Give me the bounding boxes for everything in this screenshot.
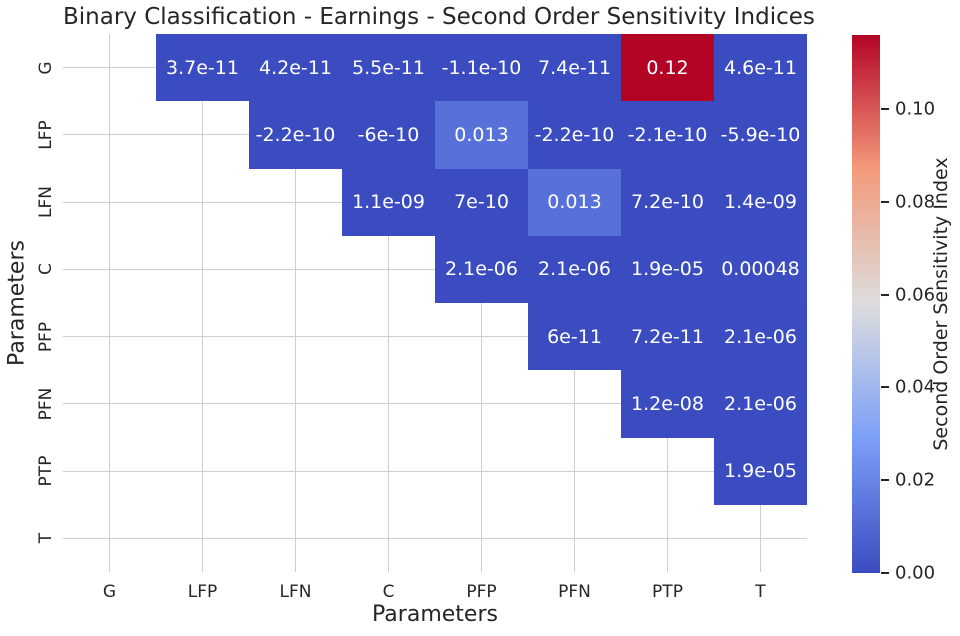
x-tick-label: LFN: [279, 582, 312, 602]
cell-annotation: 2.1e-06: [445, 258, 518, 281]
cell-annotation: 7e-10: [454, 191, 509, 214]
gridline-vertical: [202, 34, 203, 572]
x-tick-label: PFN: [558, 582, 591, 602]
x-tick-label: T: [755, 582, 766, 602]
colorbar-tick-mark: [881, 200, 889, 203]
colorbar-tick-label: 0.00: [895, 562, 936, 584]
y-tick-label: PFN: [36, 387, 56, 421]
cell-annotation: -6e-10: [357, 123, 420, 146]
gridline-horizontal: [63, 403, 807, 405]
heatmap-cell: -2.2e-10: [249, 101, 342, 169]
cell-annotation: 7.2e-11: [631, 325, 704, 348]
heatmap-cell: -1.1e-10: [435, 34, 528, 102]
cell-annotation: 1.4e-09: [724, 191, 797, 214]
heatmap-cell: 1.4e-09: [714, 168, 807, 236]
colorbar-gradient: [852, 35, 880, 573]
gridline-vertical: [388, 34, 389, 572]
cell-annotation: 1.9e-05: [724, 460, 797, 483]
heatmap-plot-area: 3.7e-11 4.2e-11 5.5e-11 -1.1e-10 7.4e-11 0.12…: [63, 34, 807, 572]
heatmap-cell: 6e-11: [528, 303, 621, 371]
cell-annotation: 1.1e-09: [352, 191, 425, 214]
heatmap-cell: 2.1e-06: [714, 370, 807, 438]
heatmap-cell: 1.1e-09: [342, 168, 435, 236]
y-tick-label: G: [36, 61, 56, 75]
cell-annotation: 0.013: [454, 123, 509, 146]
gridline-vertical: [295, 34, 296, 572]
heatmap-cell: 4.2e-11: [249, 34, 342, 102]
cell-annotation: 7.2e-10: [631, 191, 704, 214]
x-tick-label: PTP: [652, 582, 683, 602]
heatmap-cell: 7.2e-10: [621, 168, 714, 236]
y-tick-label: LFN: [36, 186, 56, 219]
y-tick-label: LFP: [36, 120, 56, 150]
cell-annotation: -5.9e-10: [720, 123, 801, 146]
x-tick-label: C: [382, 582, 395, 602]
gridline-horizontal: [63, 336, 807, 338]
heatmap-cell: 4.6e-11: [714, 34, 807, 102]
y-axis-label: Parameters: [4, 240, 30, 366]
x-tick-label: PFP: [466, 582, 497, 602]
cell-annotation: 2.1e-06: [538, 258, 611, 281]
chart-title: Binary Classification - Earnings - Secon…: [63, 4, 815, 30]
x-tick-label: LFP: [187, 582, 218, 602]
heatmap-cell: 7.4e-11: [528, 34, 621, 102]
cell-annotation: 4.6e-11: [724, 56, 797, 79]
y-tick-label: PTP: [36, 455, 56, 487]
heatmap-cell: 1.2e-08: [621, 370, 714, 438]
colorbar-tick-mark: [881, 386, 889, 389]
heatmap-cell: -5.9e-10: [714, 101, 807, 169]
x-tick-label: G: [102, 582, 117, 602]
cell-annotation: 6e-11: [547, 325, 602, 348]
gridline-vertical: [109, 34, 110, 572]
colorbar-tick-mark: [881, 572, 889, 574]
heatmap-cell: 5.5e-11: [342, 34, 435, 102]
heatmap-cell: -2.1e-10: [621, 101, 714, 169]
heatmap-cell: 0.013: [435, 101, 528, 169]
colorbar-tick-mark: [881, 108, 889, 111]
cell-annotation: 7.4e-11: [538, 56, 611, 79]
cell-annotation: 3.7e-11: [166, 56, 239, 79]
cell-annotation: 4.2e-11: [259, 56, 332, 79]
cell-annotation: 0.013: [547, 191, 602, 214]
gridline-horizontal: [63, 470, 807, 472]
heatmap-cell: -2.2e-10: [528, 101, 621, 169]
heatmap-cell: 0.00048: [714, 235, 807, 303]
heatmap-cell: 2.1e-06: [714, 303, 807, 371]
cell-annotation: 0.12: [646, 56, 689, 79]
y-tick-label: C: [36, 263, 56, 276]
cell-annotation: -2.2e-10: [255, 123, 336, 146]
cell-annotation: -1.1e-10: [441, 56, 522, 79]
gridline-horizontal: [63, 537, 807, 539]
cell-annotation: -2.1e-10: [627, 123, 708, 146]
y-tick-label: PFP: [36, 321, 56, 352]
colorbar-tick-label: 0.08: [895, 191, 936, 213]
heatmap-cell: 7e-10: [435, 168, 528, 236]
colorbar-tick-label: 0.04: [895, 376, 936, 398]
x-axis-label: Parameters: [372, 602, 498, 627]
heatmap-cell: 7.2e-11: [621, 303, 714, 371]
colorbar-tick-mark: [881, 293, 889, 296]
colorbar-tick-label: 0.02: [895, 469, 936, 491]
cell-annotation: 5.5e-11: [352, 56, 425, 79]
cell-annotation: -2.2e-10: [534, 123, 615, 146]
y-tick-label: T: [36, 533, 56, 544]
cell-annotation: 2.1e-06: [724, 392, 797, 415]
cell-annotation: 1.9e-05: [631, 258, 704, 281]
heatmap-cell: -6e-10: [342, 101, 435, 169]
heatmap-cell: 2.1e-06: [435, 235, 528, 303]
gridline-vertical: [481, 34, 482, 572]
cell-annotation: 1.2e-08: [631, 392, 704, 415]
cell-annotation: 2.1e-06: [724, 325, 797, 348]
colorbar-tick-mark: [881, 479, 889, 482]
colorbar-tick-label: 0.10: [895, 98, 936, 120]
heatmap-cell: 1.9e-05: [714, 437, 807, 505]
heatmap-cell: 2.1e-06: [528, 235, 621, 303]
heatmap-cell: 1.9e-05: [621, 235, 714, 303]
heatmap-cell: 0.013: [528, 168, 621, 236]
cell-annotation: 0.00048: [721, 258, 800, 281]
heatmap-cell: 3.7e-11: [156, 34, 249, 102]
colorbar-tick-label: 0.06: [895, 284, 936, 306]
heatmap-cell: 0.12: [621, 34, 714, 102]
